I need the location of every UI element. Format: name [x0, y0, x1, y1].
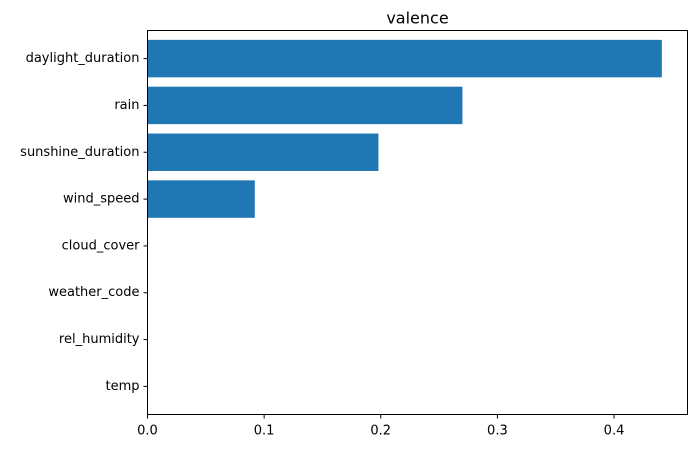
bar-rain	[147, 86, 463, 125]
x-tick-label: 0.0	[137, 424, 158, 439]
y-tick-label: rel_humidity	[59, 332, 140, 347]
chart-title: valence	[386, 9, 448, 28]
x-axis-ticks: 0.0 0.1 0.2 0.3 0.4	[137, 414, 625, 439]
plot-frame	[147, 30, 688, 415]
x-tick-label: 0.3	[487, 424, 508, 439]
x-tick-label: 0.1	[254, 424, 275, 439]
bar-daylight-duration	[147, 39, 662, 78]
y-tick-label: temp	[105, 379, 139, 394]
x-tick-label: 0.4	[604, 424, 625, 439]
x-tick-label: 0.2	[370, 424, 391, 439]
y-tick-label: rain	[114, 98, 139, 113]
y-tick-label: cloud_cover	[62, 238, 140, 253]
y-tick-label: weather_code	[48, 285, 139, 300]
bar-sunshine-duration	[147, 133, 379, 171]
y-tick-label: wind_speed	[63, 192, 140, 207]
y-tick-label: sunshine_duration	[20, 145, 139, 160]
bar-wind-speed	[147, 180, 255, 218]
y-tick-label: daylight_duration	[26, 51, 140, 66]
bars	[147, 39, 662, 218]
